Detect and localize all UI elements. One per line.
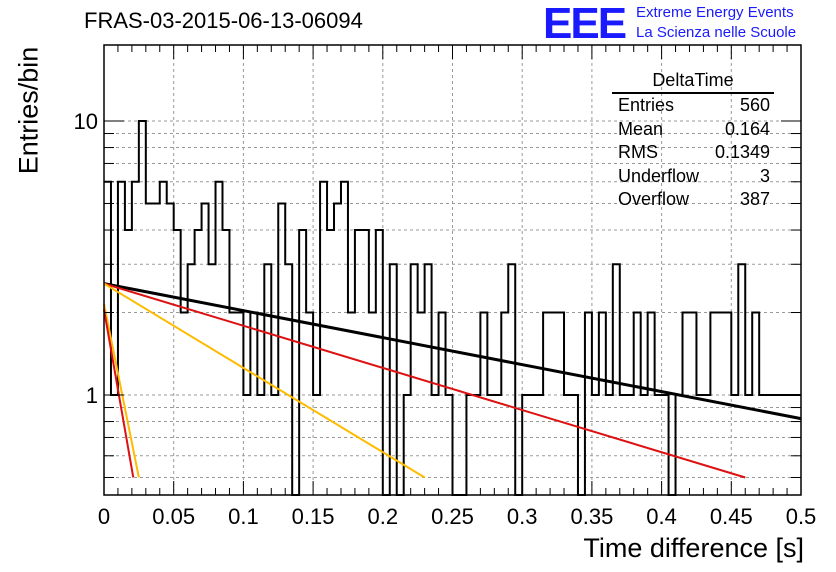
logo-line-1: Extreme Energy Events [636, 4, 794, 21]
x-tick-label: 0.3 [507, 504, 538, 529]
stats-value: 560 [739, 95, 770, 115]
x-tick-label: 0.45 [710, 504, 753, 529]
stats-row-underflow: Underflow 3 [612, 165, 774, 189]
histogram-step-line [104, 120, 801, 496]
stats-value: 3 [759, 165, 770, 186]
stats-box: DeltaTime Entries 560 Mean 0.164 RMS 0.1… [612, 70, 774, 212]
x-tick-label: 0.25 [431, 504, 474, 529]
x-tick-label: 0.1 [228, 504, 259, 529]
x-axis-label: Time difference [s] [583, 533, 804, 563]
x-tick-label: 0.35 [570, 504, 613, 529]
y-tick-label: 1 [86, 383, 98, 408]
stats-label: Entries [618, 95, 675, 115]
y-tick-labels: 1 10 [74, 109, 98, 408]
chart-title: FRAS-03-2015-06-13-06094 [84, 8, 363, 33]
stats-box-title: DeltaTime [612, 70, 774, 94]
stats-row-overflow: Overflow 387 [612, 188, 774, 212]
fit-line [103, 303, 140, 478]
stats-value: 387 [739, 189, 770, 209]
x-tick-label: 0.4 [646, 504, 677, 529]
x-tick-label: 0.2 [368, 504, 399, 529]
stats-label: Overflow [618, 189, 690, 209]
axis-ticks [103, 45, 802, 495]
x-tick-label: 0.5 [786, 504, 817, 529]
histogram-series [104, 120, 801, 496]
stats-row-mean: Mean 0.164 [612, 118, 774, 142]
fit-line [103, 282, 802, 421]
y-axis-label: Entries/bin [13, 46, 44, 175]
eee-logo: EEE [543, 0, 627, 48]
stats-value: 0.164 [724, 118, 770, 139]
stats-value: 0.1349 [714, 142, 770, 162]
fit-line [103, 282, 426, 479]
fit-lines [103, 282, 802, 479]
fit-line [103, 309, 135, 478]
x-tick-label: 0.05 [152, 504, 195, 529]
fit-line [103, 282, 746, 479]
x-tick-label: 0 [98, 504, 110, 529]
y-tick-label: 10 [74, 109, 98, 134]
stats-label: RMS [618, 142, 658, 162]
stats-row-entries: Entries 560 [612, 94, 774, 118]
stats-label: Underflow [618, 165, 700, 186]
x-tick-labels: 0 0.05 0.1 0.15 0.2 0.25 0.3 0.35 0.4 0.45 0.5 [98, 504, 816, 529]
stats-label: Mean [618, 118, 664, 139]
logo-line-2: La Scienza nelle Scuole [636, 24, 797, 41]
x-tick-label: 0.15 [292, 504, 335, 529]
stats-row-rms: RMS 0.1349 [612, 141, 774, 165]
